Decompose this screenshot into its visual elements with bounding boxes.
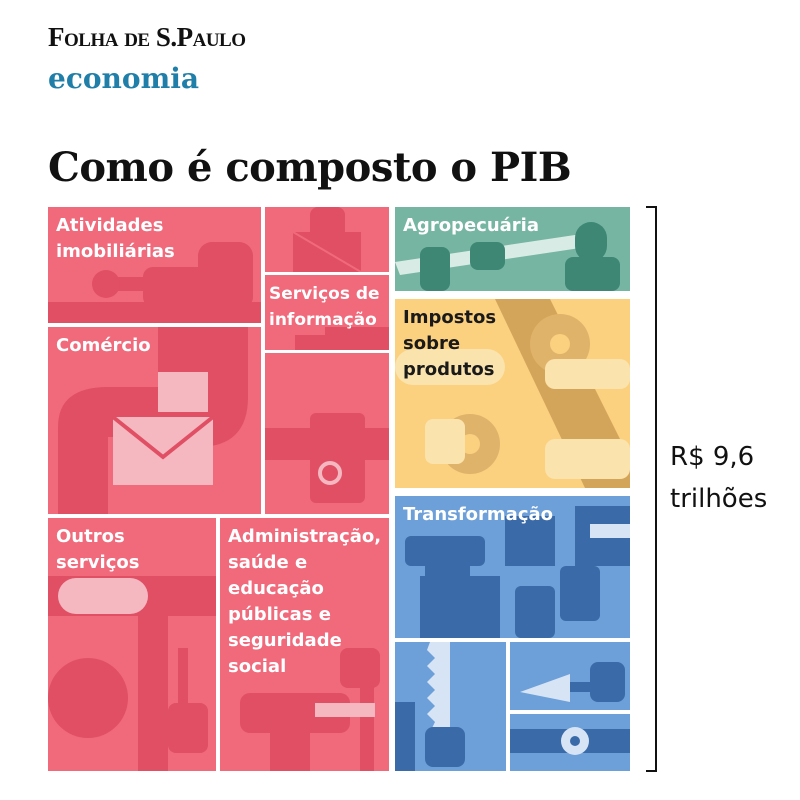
hand-wrench-icon	[48, 242, 261, 323]
total-bracket	[646, 206, 657, 772]
tile-transformacao-saw	[395, 642, 506, 771]
label-comercio: Comércio	[56, 335, 151, 356]
tile-servicos-informacao: Serviços de informação	[265, 275, 389, 350]
label-agropecuaria: Agropecuária	[403, 215, 539, 236]
tile-servicos-top	[265, 207, 389, 272]
hand-coin-icon	[265, 413, 389, 503]
box-icon	[292, 207, 362, 272]
tile-transformacao: Transformação	[395, 496, 630, 638]
total-amount: R$ 9,6	[670, 442, 755, 472]
tile-impostos: Impostos sobre produtos	[395, 299, 630, 488]
pipe-icon	[395, 222, 620, 291]
chart-title: Como é composto o PIB	[48, 144, 572, 191]
label-outros-servicos: Outros serviços	[56, 526, 140, 573]
tile-administracao: Administração, saúde e educação públicas…	[220, 518, 389, 771]
envelope-icon	[58, 327, 248, 514]
section-name: economia	[48, 62, 199, 95]
tile-transformacao-trowel	[510, 642, 630, 710]
tile-transformacao-gear	[510, 714, 630, 771]
tile-agropecuaria: Agropecuária	[395, 207, 630, 291]
label-administracao: Administração, saúde e educação públicas…	[228, 526, 382, 677]
tile-outros-servicos: Outros serviços	[48, 518, 216, 771]
label-transformacao: Transformação	[403, 504, 554, 525]
donut-icon	[395, 299, 630, 488]
label-impostos: Impostos sobre produtos	[403, 307, 497, 380]
trowel-icon	[520, 662, 625, 702]
tile-servicos-middle	[265, 353, 389, 514]
tile-atividades-imobiliarias: Atividades imobiliárias	[48, 207, 261, 323]
brick-icon	[295, 327, 389, 350]
tools-icon	[405, 506, 630, 638]
guitar-icon	[48, 576, 216, 771]
saw-icon	[395, 642, 465, 771]
total-value: R$ 9,6 trilhões	[670, 436, 767, 520]
gear-icon	[510, 727, 630, 755]
total-unit: trilhões	[670, 484, 768, 514]
tile-comercio: Comércio	[48, 327, 261, 514]
label-atividades-imobiliarias: Atividades imobiliárias	[56, 215, 175, 262]
newspaper-logo: Folha de S.Paulo	[48, 22, 246, 52]
syringe-icon	[240, 648, 380, 771]
label-servicos-informacao: Serviços de informação	[269, 284, 380, 330]
